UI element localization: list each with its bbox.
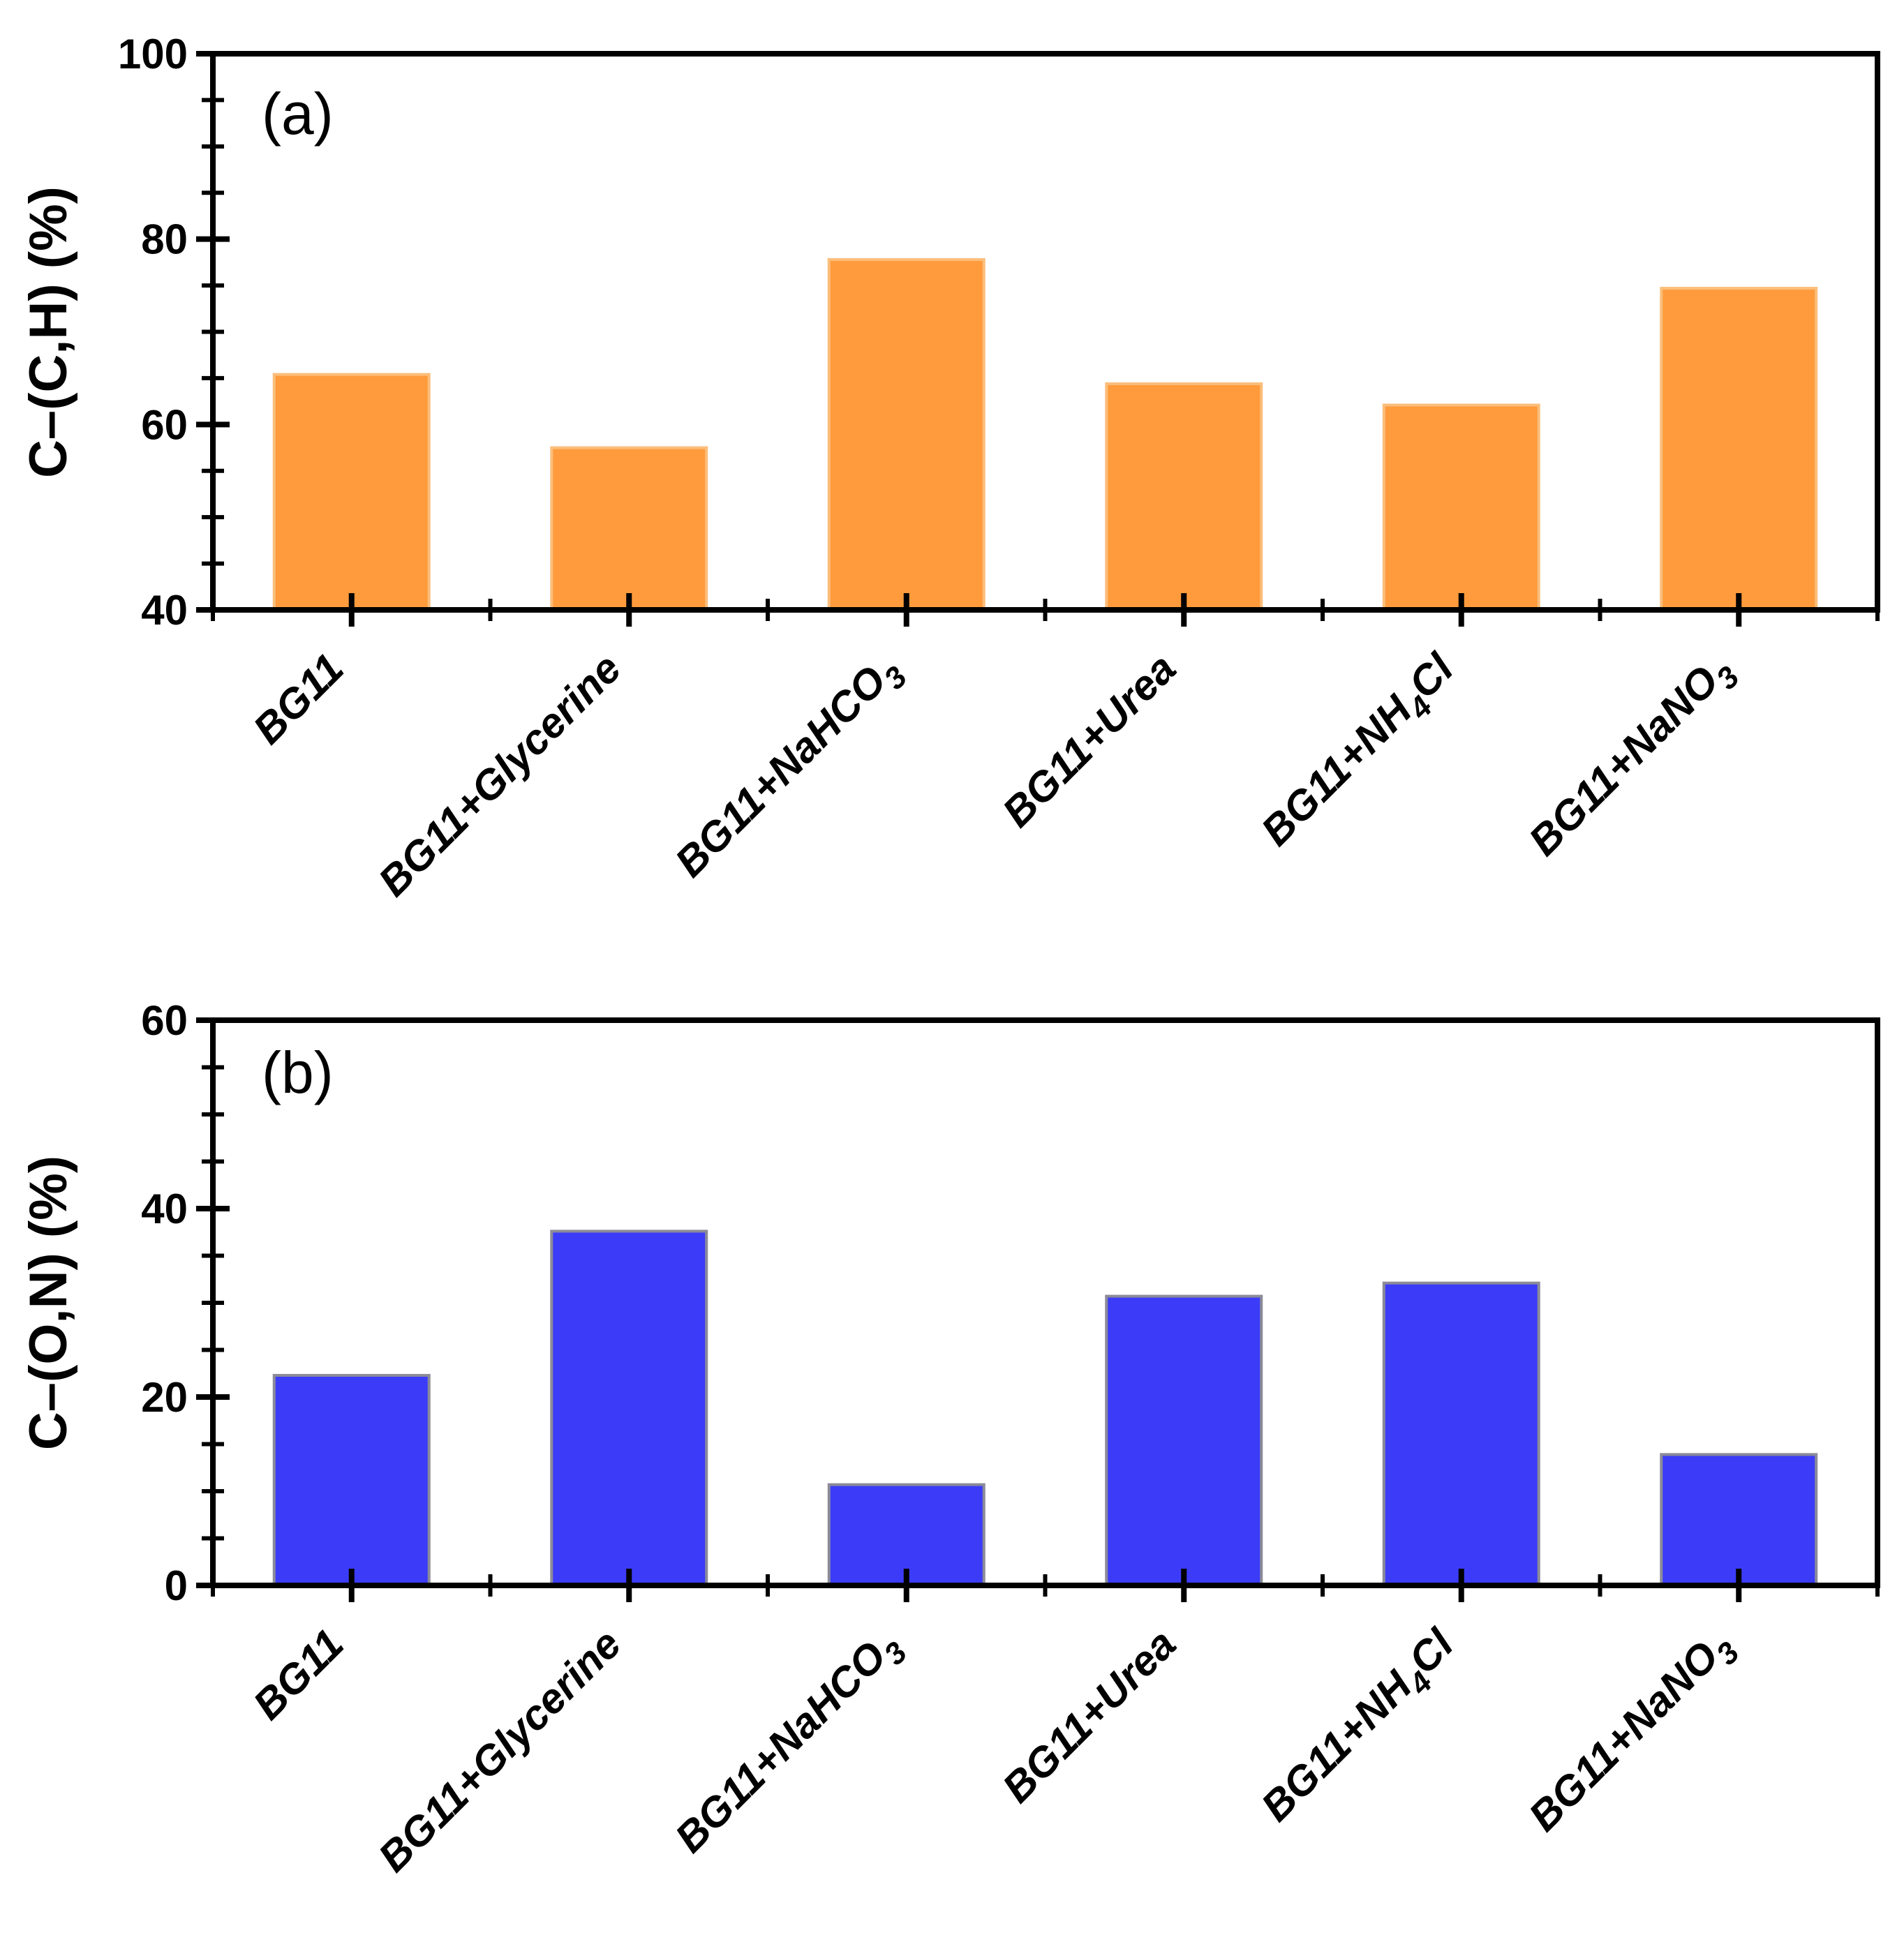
- bar-BG11+NaNO3: [1660, 1453, 1818, 1588]
- x-category-label-BG11+Glycerine: BG11+Glycerine: [369, 1620, 630, 1881]
- x-category-label-BG11+NH4Cl: BG11+NH4Cl: [1252, 644, 1469, 861]
- bar-BG11+NaNO3: [1660, 287, 1818, 611]
- panel-label-b: (b): [262, 1040, 334, 1105]
- y-tick-label: 80: [141, 216, 188, 263]
- plot-box: [210, 51, 1880, 613]
- bar-BG11: [272, 373, 431, 611]
- chart-b-bars: [272, 1230, 1818, 1588]
- x-category-label-BG11: BG11: [244, 1620, 352, 1728]
- bar-BG11+NaHCO3: [827, 257, 986, 611]
- x-category-label-BG11+Urea: BG11+Urea: [993, 1620, 1184, 1812]
- y-tick-label: 0: [165, 1562, 188, 1609]
- y-tick-label: 60: [141, 401, 188, 448]
- bar-BG11+Urea: [1105, 382, 1263, 611]
- x-category-label-BG11+Glycerine: BG11+Glycerine: [369, 645, 630, 905]
- x-category-label-BG11+NaHCO3: BG11+NaHCO3: [666, 1620, 914, 1868]
- chart-a-bars: [272, 257, 1818, 612]
- y-tick-label: 20: [141, 1374, 188, 1421]
- chart-a: 40 60 80 100 BG11 BG11+Glycerine BG11+NaHCO3 BG…: [19, 31, 1880, 905]
- x-category-label-BG11: BG11: [244, 645, 352, 753]
- panel-label-a: (a): [262, 81, 334, 147]
- y-tick-label: 40: [141, 587, 188, 634]
- x-category-label-BG11+Urea: BG11+Urea: [993, 645, 1184, 836]
- bar-BG11+NH4Cl: [1382, 403, 1540, 612]
- chart-b: 0 20 40 60 BG11 BG11+Glycerine BG11+NaHCO3 BG11…: [19, 997, 1880, 1881]
- bar-BG11+Glycerine: [550, 1230, 708, 1588]
- x-category-label-BG11+NaNO3: BG11+NaNO3: [1519, 645, 1746, 871]
- bar-BG11+Urea: [1105, 1294, 1263, 1588]
- bar-BG11+NH4Cl: [1382, 1281, 1540, 1588]
- y-axis-title-b: C–(O,N) (%): [19, 1156, 78, 1450]
- x-category-label-BG11+NaNO3: BG11+NaNO3: [1519, 1620, 1746, 1846]
- bar-BG11+NaHCO3: [827, 1483, 986, 1588]
- y-tick-label: 40: [141, 1186, 188, 1232]
- x-category-label-BG11+NaHCO3: BG11+NaHCO3: [666, 645, 914, 892]
- x-category-label-BG11+NH4Cl: BG11+NH4Cl: [1252, 1620, 1469, 1837]
- y-tick-label: 60: [141, 997, 188, 1044]
- plot-box: [210, 1017, 1880, 1588]
- bar-BG11+Glycerine: [550, 446, 708, 612]
- y-tick-label: 100: [118, 31, 188, 77]
- bar-BG11: [272, 1373, 431, 1587]
- y-axis-title-a: C–(C,H) (%): [19, 186, 78, 478]
